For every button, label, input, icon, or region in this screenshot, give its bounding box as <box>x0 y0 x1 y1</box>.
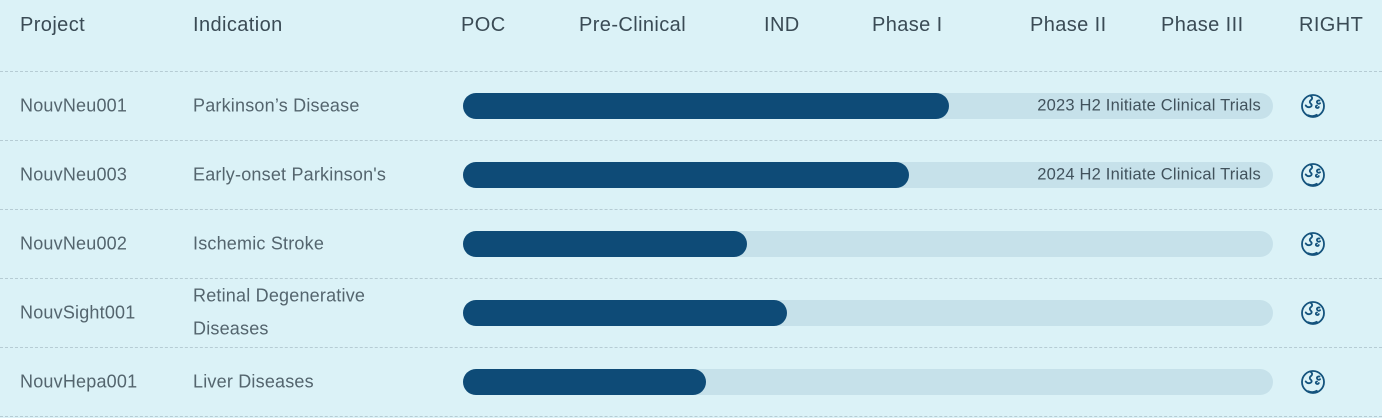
project-label: NouvNeu002 <box>20 233 128 254</box>
pipeline-row-nouvneu001: NouvNeu001 Parkinson’s Disease 2023 H2 I… <box>0 72 1382 141</box>
indication-label: Ischemic Stroke <box>193 233 325 254</box>
pipeline-header: Project Indication POC Pre-Clinical IND … <box>0 0 1382 72</box>
indication-label: Early-onset Parkinson's <box>193 164 387 185</box>
milestone-label: 2023 H2 Initiate Clinical Trials <box>1037 96 1261 115</box>
column-header-phase-1: Phase I <box>872 14 943 36</box>
progress-bar <box>463 300 787 326</box>
project-label: NouvNeu001 <box>20 95 128 116</box>
globe-icon <box>1298 367 1328 397</box>
column-header-indication: Indication <box>193 14 283 36</box>
milestone-label: 2024 H2 Initiate Clinical Trials <box>1037 165 1261 184</box>
column-header-ind: IND <box>764 14 800 36</box>
project-label: NouvNeu003 <box>20 164 128 185</box>
pipeline-row-nouvneu002: NouvNeu002 Ischemic Stroke <box>0 210 1382 279</box>
progress-track <box>463 369 1273 395</box>
column-header-poc: POC <box>461 14 506 36</box>
project-label: NouvHepa001 <box>20 371 138 392</box>
column-header-pre-clinical: Pre-Clinical <box>579 14 687 36</box>
progress-track <box>463 300 1273 326</box>
globe-icon <box>1298 91 1328 121</box>
progress-bar <box>463 93 949 119</box>
progress-bar <box>463 369 706 395</box>
progress-bar <box>463 231 747 257</box>
progress-track <box>463 231 1273 257</box>
globe-icon <box>1298 229 1328 259</box>
column-header-phase-3: Phase III <box>1161 14 1244 36</box>
column-header-phase-2: Phase II <box>1030 14 1107 36</box>
globe-icon <box>1298 160 1328 190</box>
indication-label: Liver Diseases <box>193 371 314 392</box>
column-header-project: Project <box>20 14 86 36</box>
progress-track: 2024 H2 Initiate Clinical Trials <box>463 162 1273 188</box>
column-header-right: RIGHT <box>1299 14 1364 36</box>
indication-label: Retinal Degenerative Diseases <box>193 285 366 339</box>
pipeline-row-nouvhepa001: NouvHepa001 Liver Diseases <box>0 348 1382 417</box>
progress-track: 2023 H2 Initiate Clinical Trials <box>463 93 1273 119</box>
progress-bar <box>463 162 909 188</box>
pipeline-row-nouvsight001: NouvSight001 Retinal Degenerative Diseas… <box>0 279 1382 348</box>
globe-icon <box>1298 298 1328 328</box>
pipeline-row-nouvneu003: NouvNeu003 Early-onset Parkinson's 2024 … <box>0 141 1382 210</box>
indication-label: Parkinson’s Disease <box>193 95 360 116</box>
project-label: NouvSight001 <box>20 302 136 323</box>
